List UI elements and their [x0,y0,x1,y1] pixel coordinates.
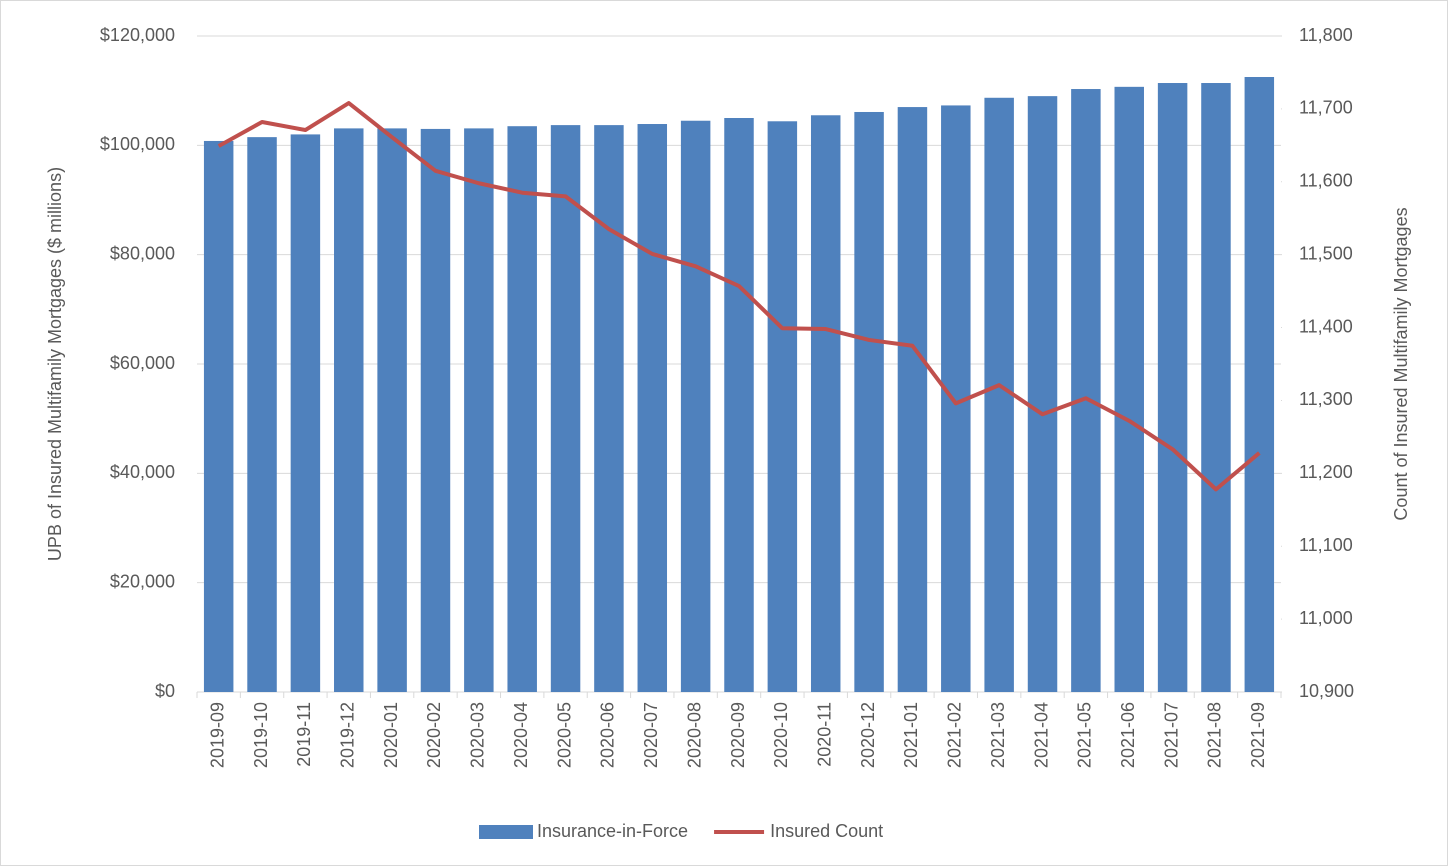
x-tick-label: 2021-02 [945,702,965,768]
bar [1157,83,1188,693]
bar [1027,96,1058,693]
bar [984,97,1014,693]
x-tick-label: 2020-03 [468,702,488,768]
y2-tick-label: 11,300 [1299,389,1353,409]
y2-tick-label: 11,100 [1299,535,1353,555]
x-tick-label: 2020-04 [511,702,531,768]
y2-tick-label: 11,400 [1299,316,1353,336]
bar [897,107,928,693]
bar [334,128,364,693]
y2-tick-label: 11,200 [1299,462,1353,482]
bar [550,125,581,692]
bar [1114,86,1144,693]
y2-tick-label: 11,500 [1299,243,1353,263]
y2-tick-label: 11,600 [1299,171,1353,191]
x-tick-label: 2020-07 [641,702,661,768]
y-tick-label: $100,000 [100,134,175,154]
bar [637,124,668,693]
x-tick-label: 2021-09 [1248,702,1268,768]
x-tick-label: 2020-12 [858,702,878,768]
y-tick-label: $20,000 [110,571,175,591]
y2-tick-label: 10,900 [1299,681,1354,701]
x-tick-label: 2020-06 [598,702,618,768]
bar [680,120,711,692]
x-tick-label: 2021-04 [1031,702,1051,768]
bar [203,140,234,692]
y-axis-title: UPB of Insured Multifamily Mortgages ($ … [45,167,65,561]
bar [854,111,884,692]
bar [767,121,798,692]
bar [507,126,537,692]
x-tick-label: 2021-05 [1075,702,1095,768]
bar [247,137,277,693]
y2-tick-label: 11,000 [1299,608,1353,628]
x-tick-label: 2019-12 [338,702,358,768]
x-tick-label: 2020-08 [684,702,704,768]
x-tick-label: 2021-01 [901,702,921,768]
legend-swatch [479,825,533,839]
x-tick-label: 2020-02 [424,702,444,768]
y-tick-label: $40,000 [110,462,175,482]
x-tick-label: 2019-09 [207,702,227,768]
y-tick-label: $0 [155,681,175,701]
line [217,101,1261,492]
bar [290,134,321,692]
y2-axis-title: Count of Insured Multifamily Mortgages [1391,207,1411,520]
x-tick-label: 2021-07 [1161,702,1181,768]
x-tick-label: 2021-06 [1118,702,1138,768]
bar [1071,89,1101,692]
y2-tick-label: 11,700 [1299,98,1353,118]
x-tick-label: 2020-09 [728,702,748,768]
bar [420,128,451,692]
x-tick-label: 2019-10 [251,702,271,768]
bar [377,128,407,693]
y2-tick-label: 11,800 [1299,25,1353,45]
x-tick-label: 2020-01 [381,702,401,768]
bar [594,125,624,692]
x-tick-label: 2019-11 [294,702,314,767]
y-tick-label: $80,000 [110,243,175,263]
y-tick-label: $60,000 [110,353,175,373]
x-tick-label: 2021-03 [988,702,1008,768]
bar [724,118,754,692]
bar [464,128,494,693]
x-tick-label: 2021-08 [1205,702,1225,768]
bar [1201,83,1231,693]
legend-label: Insurance-in-Force [537,821,688,841]
y-tick-label: $120,000 [100,25,175,45]
x-tick-label: 2020-11 [814,702,834,767]
x-tick-label: 2020-10 [771,702,791,768]
x-tick-label: 2020-05 [554,702,574,768]
bar [810,115,841,693]
bar [1244,77,1275,692]
legend-label: Insured Count [770,821,883,841]
